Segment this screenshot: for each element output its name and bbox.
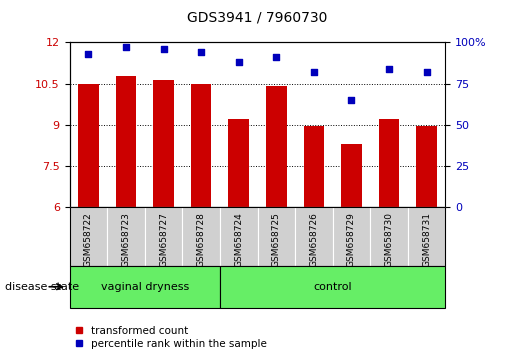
Text: disease state: disease state	[5, 282, 79, 292]
Bar	[303, 126, 324, 207]
Bar	[370, 207, 408, 266]
Point	[84, 51, 93, 57]
Bar	[258, 207, 295, 266]
Point	[122, 45, 130, 50]
Text: GSM658724: GSM658724	[234, 212, 243, 267]
Bar	[295, 207, 333, 266]
Text: GSM658730: GSM658730	[385, 212, 393, 267]
Bar	[341, 144, 362, 207]
Bar	[70, 207, 107, 266]
Legend: transformed count, percentile rank within the sample: transformed count, percentile rank withi…	[75, 326, 267, 349]
Text: GSM658727: GSM658727	[159, 212, 168, 267]
Bar	[333, 207, 370, 266]
Bar	[416, 126, 437, 207]
Text: GSM658723: GSM658723	[122, 212, 130, 267]
Point	[272, 55, 280, 60]
Bar	[191, 84, 212, 207]
Bar	[145, 207, 182, 266]
Text: GSM658731: GSM658731	[422, 212, 431, 267]
Text: GSM658728: GSM658728	[197, 212, 205, 267]
Text: GSM658726: GSM658726	[310, 212, 318, 267]
Bar	[182, 207, 220, 266]
Text: GSM658725: GSM658725	[272, 212, 281, 267]
Bar	[220, 266, 445, 308]
Bar	[220, 207, 258, 266]
Bar	[70, 266, 220, 308]
Text: GSM658722: GSM658722	[84, 212, 93, 267]
Bar	[107, 207, 145, 266]
Bar	[115, 76, 136, 207]
Point	[310, 69, 318, 75]
Bar	[266, 86, 287, 207]
Bar	[408, 207, 445, 266]
Point	[235, 59, 243, 65]
Text: vaginal dryness: vaginal dryness	[100, 282, 189, 292]
Point	[197, 50, 205, 55]
Bar	[153, 80, 174, 207]
Bar	[78, 84, 99, 207]
Point	[347, 97, 355, 103]
Text: control: control	[313, 282, 352, 292]
Point	[160, 46, 168, 52]
Point	[385, 66, 393, 72]
Bar	[379, 119, 400, 207]
Point	[423, 69, 431, 75]
Bar	[228, 119, 249, 207]
Text: GSM658729: GSM658729	[347, 212, 356, 267]
Text: GDS3941 / 7960730: GDS3941 / 7960730	[187, 11, 328, 25]
